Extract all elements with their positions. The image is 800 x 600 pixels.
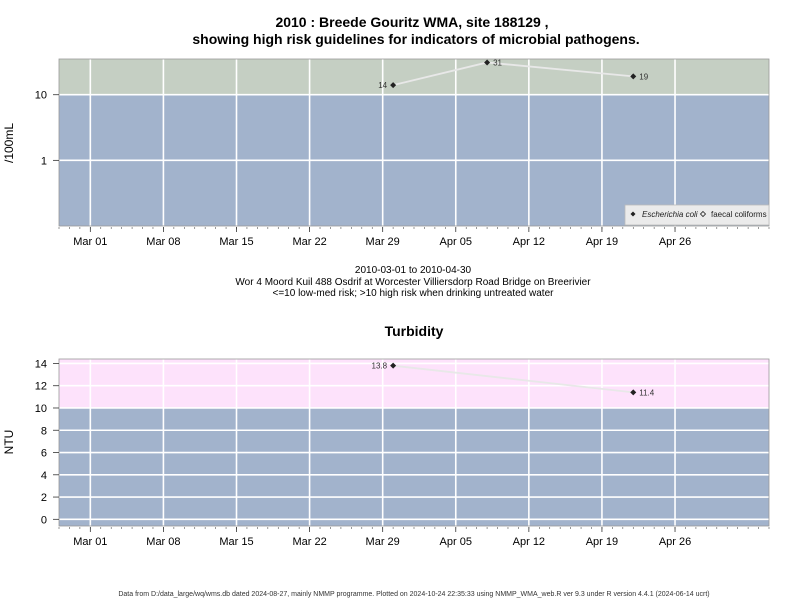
chart1-y-tick-label: 1 — [41, 155, 47, 167]
chart2-data-point — [390, 362, 397, 369]
chart1-x-tick-label: Apr 12 — [513, 236, 545, 248]
chart2-y-tick-label: 8 — [41, 425, 47, 437]
legend-ecoli-marker — [630, 211, 636, 217]
chart1-x-tick-label: Mar 15 — [219, 236, 253, 248]
chart2-y-tick-label: 2 — [41, 492, 47, 504]
chart1-y-tick-label: 10 — [35, 90, 47, 102]
chart2-plot-area: Mar 01 Mar 08 Mar 15 Mar 22 Mar 29 Apr 05 Apr … — [35, 358, 770, 548]
chart2-x-tick-label: Mar 29 — [366, 536, 400, 548]
legend-box — [624, 204, 770, 226]
chart1-frame — [58, 58, 770, 227]
legend-faecal-marker — [699, 210, 707, 218]
chart2-y-tick-label: 0 — [41, 514, 47, 526]
chart2-data-point — [630, 389, 637, 396]
chart2-x-tick-label: Apr 05 — [440, 536, 472, 548]
chart2-series-line — [393, 364, 634, 394]
chart2-title: Turbidity — [385, 323, 444, 339]
chart2-high-risk-band — [59, 359, 769, 408]
caption-date-range: 2010-03-01 to 2010-04-30 — [355, 265, 472, 276]
chart1-x-tick-label: Apr 26 — [659, 236, 691, 248]
chart2-x-tick-label: Apr 12 — [513, 536, 545, 548]
chart2-frame — [58, 358, 770, 527]
footer-note: Data from D:/data_large/wq/wms.db dated … — [118, 591, 709, 598]
chart1-title-line2: showing high risk guidelines for indicat… — [192, 31, 639, 47]
chart1-x-tick-label: Mar 29 — [366, 236, 400, 248]
chart1-plot-area: Mar 01 Mar 08 Mar 15 Mar 22 Mar 29 Apr 05 Apr … — [35, 58, 770, 248]
chart2-x-tick-label: Mar 22 — [292, 536, 326, 548]
legend-faecal-label: faecal coliforms — [711, 210, 767, 219]
chart2-x-tick-label: Apr 19 — [586, 536, 618, 548]
chart2-x-tick-label: Mar 08 — [146, 536, 180, 548]
chart1-data-label: 31 — [493, 58, 502, 67]
legend-ecoli-label: Escherichia coli — [642, 210, 698, 219]
chart1-x-tick-label: Apr 05 — [440, 236, 472, 248]
chart1-x-tick-label: Mar 01 — [73, 236, 107, 248]
caption-risk-guideline: <=10 low-med risk; >10 high risk when dr… — [273, 288, 555, 299]
chart2-data-label: 13.8 — [372, 362, 388, 371]
chart2-x-tick-label: Mar 01 — [73, 536, 107, 548]
chart2-y-tick-label: 10 — [35, 403, 47, 415]
caption-site-description: Wor 4 Moord Kuil 488 Osdrif at Worcester… — [235, 277, 591, 288]
chart1-high-risk-band — [59, 59, 769, 95]
chart1-data-point — [630, 73, 637, 80]
chart1-y-axis-label: /100mL — [2, 123, 16, 163]
chart1-legend: Escherichia coli faecal coliforms — [624, 204, 770, 226]
chart1-title-line1: 2010 : Breede Gouritz WMA, site 188129 , — [275, 14, 548, 30]
chart1-data-point — [390, 82, 397, 89]
chart1-data-label: 14 — [378, 81, 387, 90]
chart2-y-axis-label: NTU — [2, 430, 16, 455]
chart2-data-label: 11.4 — [639, 388, 655, 397]
chart2-y-tick-label: 12 — [35, 381, 47, 393]
chart1-data-label: 19 — [639, 72, 648, 81]
chart1-x-tick-label: Apr 19 — [586, 236, 618, 248]
chart1-data-point — [484, 59, 491, 66]
chart1-x-tick-label: Mar 22 — [292, 236, 326, 248]
chart2-y-tick-label: 6 — [41, 448, 47, 460]
chart2-x-tick-label: Apr 26 — [659, 536, 691, 548]
chart2-y-tick-label: 4 — [41, 470, 47, 482]
chart1-x-tick-label: Mar 08 — [146, 236, 180, 248]
chart2-low-risk-band — [59, 407, 769, 526]
chart2-y-tick-label: 14 — [35, 358, 47, 370]
chart2-x-tick-label: Mar 15 — [219, 536, 253, 548]
